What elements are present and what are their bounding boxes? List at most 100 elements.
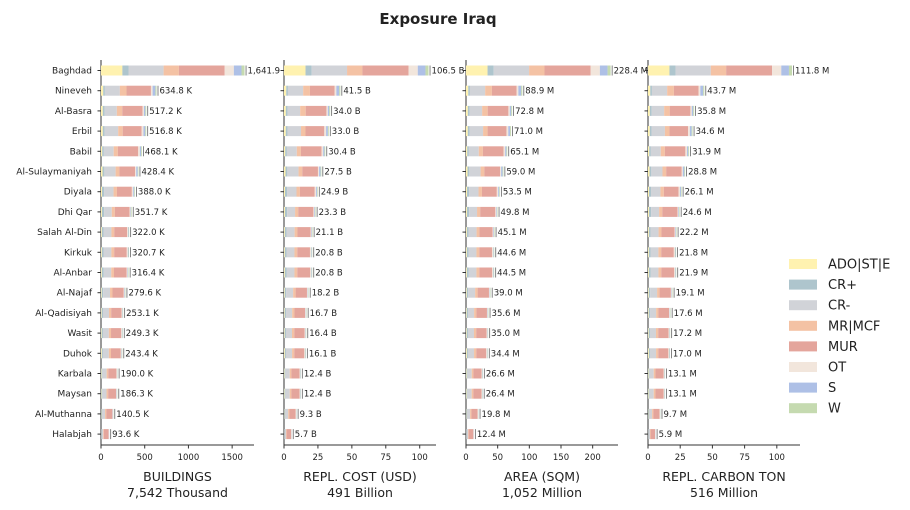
bar-segment-mr-mcf [108, 328, 112, 339]
bar-segment-cr- [649, 146, 651, 157]
bar-segment-mur [479, 227, 493, 238]
bar-segment-cr- [103, 227, 112, 238]
bar-value-label: 44.5 M [497, 269, 526, 279]
bar-value-label: 24.6 M [683, 208, 712, 218]
bar-segment-ado-st-e [101, 227, 102, 238]
bar-segment-cr- [466, 206, 470, 217]
bar-segment-ado-st-e [101, 85, 104, 96]
bar-segment-mur [476, 307, 487, 318]
bar-segment-cr- [284, 328, 287, 339]
bar-value-label: 72.8 M [515, 107, 544, 117]
bar-segment-ado-st-e [101, 307, 102, 318]
bar-segment-cr- [287, 105, 301, 116]
region-label: Al-Sulaymaniyah [16, 168, 92, 178]
bar-segment-cr- [102, 186, 105, 197]
bar-value-label: 35.8 M [697, 107, 726, 117]
bar-segment-mr-mcf [710, 65, 727, 76]
bar-segment-mur [297, 267, 311, 278]
bar-segment-mur [111, 307, 122, 318]
bar-value-label: 28.8 M [688, 168, 717, 178]
bar-segment-ot [305, 307, 306, 318]
x-tick-label: 50 [707, 453, 718, 463]
bar-segment-ot [492, 227, 494, 238]
bar-segment-ot [488, 287, 490, 298]
bar-segment-cr- [287, 126, 302, 137]
bar-segment-ot [677, 206, 679, 217]
bar-segment-mur [487, 105, 509, 116]
bar-segment-w [339, 85, 341, 96]
bar-segment-ado-st-e [466, 348, 467, 359]
bar-segment-mur [114, 267, 127, 278]
bar-value-label: 34.4 M [491, 349, 520, 359]
bar-segment-ot [508, 105, 510, 116]
x-tick-label: 25 [313, 453, 324, 463]
bar-segment-cr- [103, 287, 111, 298]
legend-swatch [789, 403, 817, 414]
bar-segment-w [493, 247, 495, 258]
bar-segment-cr- [286, 247, 295, 258]
bar-segment-w [675, 247, 677, 258]
x-tick-label: 1000 [178, 453, 200, 463]
bar-segment-w [691, 126, 693, 137]
bar-segment-ado-st-e [648, 206, 649, 217]
bar-segment-mur [362, 65, 409, 76]
bar-segment-ado-st-e [466, 247, 467, 258]
panel-3: 0 50 100 150 200 228.4 M 88.9 M 72.8 M 71.0 M 65.… [462, 60, 648, 500]
bar-segment-mr-mcf [289, 388, 292, 399]
bar-segment-ado-st-e [466, 166, 468, 177]
region-label: Al-Basra [55, 107, 92, 117]
bar-segment-ado-st-e [284, 287, 285, 298]
bar-segment-ado-st-e [466, 267, 467, 278]
bar-segment-mr-mcf [300, 105, 306, 116]
bar-segment-s [326, 126, 328, 137]
bar-segment-mr-mcf [295, 206, 299, 217]
bar-segment-s [674, 247, 676, 258]
bar-segment-ado-st-e [284, 227, 285, 238]
bar-segment-cr- [466, 328, 468, 339]
bar-segment-cr- [651, 126, 665, 137]
bar-segment-cr- [469, 206, 478, 217]
bar-segment-cr- [648, 267, 651, 278]
bar-segment-mur [669, 105, 691, 116]
bar-segment-mur [294, 348, 305, 359]
bar-segment-mur [658, 328, 669, 339]
bar-segment-ot [129, 206, 131, 217]
bar-segment-mr-mcf [289, 368, 292, 379]
bar-segment-s [133, 186, 135, 197]
bar-segment-cr- [467, 166, 470, 177]
bar-segment-s [687, 146, 689, 157]
bar-segment-cr- [102, 166, 105, 177]
bar-segment-cr- [285, 408, 289, 419]
bar-value-label: 35.0 M [491, 329, 520, 339]
bar-segment-cr- [286, 146, 297, 157]
bar-segment-cr- [650, 85, 652, 96]
bar-segment-mr-mcf [667, 85, 674, 96]
bar-segment-ot [673, 247, 675, 258]
bar-segment-cr- [102, 388, 107, 399]
bar-segment-ot [126, 267, 128, 278]
bar-segment-ot [224, 65, 234, 76]
bar-value-label: 20.8 B [315, 248, 343, 258]
bar-segment-mr-mcf [108, 307, 112, 318]
bar-segment-mur [116, 186, 132, 197]
bar-segment-s [781, 65, 789, 76]
bar-segment-cr- [104, 166, 116, 177]
bar-segment-mur [114, 247, 127, 258]
region-labels: Baghdad Nineveh Al-Basra Erbil Babil Al-Sulay… [16, 67, 93, 441]
bar-value-label: 9.3 B [300, 410, 322, 420]
bar-segment-cr- [104, 186, 114, 197]
bar-segment-cr- [648, 328, 650, 339]
x-tick-label: 500 [137, 453, 153, 463]
bar-segment-mr-mcf [113, 186, 117, 197]
bar-segment-w [312, 227, 313, 238]
bar-value-label: 44.6 M [497, 248, 526, 258]
bar-segment-cr- [468, 146, 479, 157]
region-label: Salah Al-Din [37, 228, 92, 238]
bar-segment-w [324, 146, 326, 157]
bar-segment-ado-st-e [648, 267, 649, 278]
bar-segment-cr- [285, 166, 288, 177]
panel-total-label: 1,052 Million [502, 485, 582, 500]
bar-segment-mr-mcf [298, 166, 303, 177]
bar-segment-ot [681, 166, 683, 177]
